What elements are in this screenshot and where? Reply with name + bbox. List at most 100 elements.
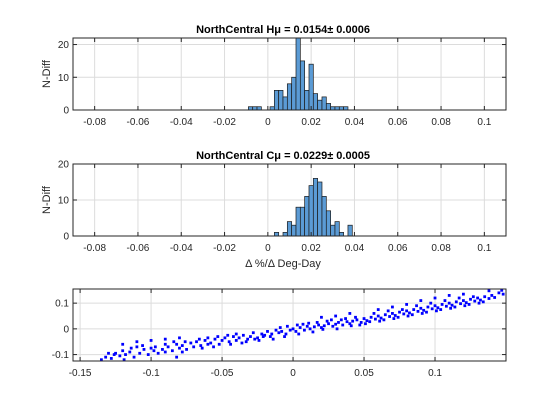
scatter-point-134 [285,324,289,328]
histogram-c-bar-5 [299,206,306,237]
histogram-h-ytick-label-2: 20 [58,40,70,51]
scatter-point-80 [388,315,391,318]
histogram-h-bar-5 [278,90,284,111]
scatter-point-140 [321,327,325,331]
scatter-point-152 [378,319,382,323]
scatter-point-108 [487,297,491,300]
histogram-c-bar-9 [317,181,323,237]
scatter-point-49 [277,331,281,335]
scatter-point-63 [327,322,330,326]
scatter-point-197 [433,296,437,300]
scatter-point-114 [487,289,491,293]
histogram-c-panel: NorthCentral Cμ = 0.0229± 0.0005 N-Diff … [41,150,507,270]
scatter-point-27 [199,344,203,347]
scatter-point-12 [146,353,150,356]
scatter-point-50 [280,330,284,333]
scatter-xtick-label-3: 0 [290,368,296,379]
scatter-point-26 [195,340,198,344]
scatter-point-146 [349,324,353,328]
scatter-point-65 [334,322,338,326]
scatter-point-96 [444,304,448,308]
scatter-point-184 [297,332,301,336]
scatter-point-142 [329,318,333,322]
scatter-point-107 [483,295,487,299]
scatter-point-43 [256,336,259,340]
scatter-point-155 [392,317,396,320]
scatter-point-0 [99,358,103,362]
scatter-point-30 [209,341,213,345]
scatter-point-39 [241,333,245,337]
scatter-point-185 [121,342,125,346]
scatter-point-168 [453,305,457,309]
scatter-point-57 [305,324,309,328]
scatter-point-25 [192,345,196,349]
histogram-c-ytick-label-1: 10 [58,196,70,207]
scatter-point-122 [172,340,176,344]
scatter-point-149 [364,322,367,326]
scatter-axes-box [72,288,507,362]
histogram-h-bar-15 [321,96,327,111]
histogram-c-ytick-label-2: 20 [58,160,70,171]
scatter-point-136 [301,322,305,326]
scatter-point-161 [420,312,424,315]
scatter-point-195 [405,303,409,306]
histogram-h-xtick-label-6: 0.04 [345,117,365,128]
histogram-c-title: NorthCentral Cμ = 0.0229± 0.0005 [196,150,370,162]
scatter-point-1 [104,355,108,359]
scatter-point-59 [312,325,316,329]
scatter-point-187 [149,339,153,342]
scatter-point-85 [405,309,409,313]
scatter-point-15 [156,351,160,355]
scatter-point-192 [348,312,352,315]
scatter-point-171 [467,303,471,306]
scatter-point-178 [212,345,215,349]
scatter-point-38 [237,336,241,340]
scatter-point-10 [138,351,142,355]
scatter-point-163 [429,301,433,305]
scatter-point-125 [206,336,210,340]
scatter-point-143 [335,327,339,331]
scatter-point-169 [457,296,461,300]
scatter-ytick-label-1: 0 [63,324,69,335]
scatter-point-88 [416,309,420,313]
histogram-c-xtick-label-6: 0.04 [345,243,365,254]
scatter-point-23 [185,348,188,351]
scatter-point-41 [249,335,252,338]
histogram-c-ylabel: N-Diff [41,185,53,214]
scatter-point-132 [268,335,272,338]
scatter-point-44 [260,332,264,336]
scatter-point-55 [298,326,302,329]
histogram-c-xtick-label-7: 0.06 [388,243,408,254]
scatter-point-144 [339,318,343,322]
scatter-point-181 [257,339,261,342]
histogram-h-panel: NorthCentral Hμ = 0.0154± 0.0006 N-Diff … [41,24,507,128]
histogram-h-bar-4 [273,90,280,111]
scatter-point-93 [433,304,437,308]
scatter-point-103 [469,297,472,301]
scatter-point-159 [410,313,414,317]
scatter-point-54 [294,330,298,333]
scatter-point-162 [425,310,428,314]
scatter-point-71 [355,318,359,322]
scatter-point-67 [341,323,345,327]
histogram-h-ytick-label-1: 10 [58,73,70,84]
histogram-c-bar-12 [330,224,336,237]
scatter-point-79 [383,313,387,317]
scatter-point-167 [449,306,453,310]
histogram-c-bar-15 [347,224,353,237]
scatter-ytick-label-0: -0.1 [52,350,70,361]
scatter-point-20 [175,342,179,346]
histogram-h-xtick-label-0: -0.08 [83,117,106,128]
histogram-h-xtick-label-1: -0.06 [127,117,150,128]
scatter-point-86 [408,311,411,315]
scatter-point-165 [439,308,443,311]
scatter-point-109 [490,294,494,297]
scatter-point-21 [178,346,181,350]
scatter-point-177 [200,346,204,350]
scatter-point-115 [107,351,110,355]
histogram-c-xtick-label-2: -0.04 [170,243,193,254]
scatter-point-141 [325,319,329,323]
scatter-ytick-label-2: 0.1 [55,299,69,310]
scatter-point-172 [471,295,475,299]
scatter-point-53 [291,327,295,331]
